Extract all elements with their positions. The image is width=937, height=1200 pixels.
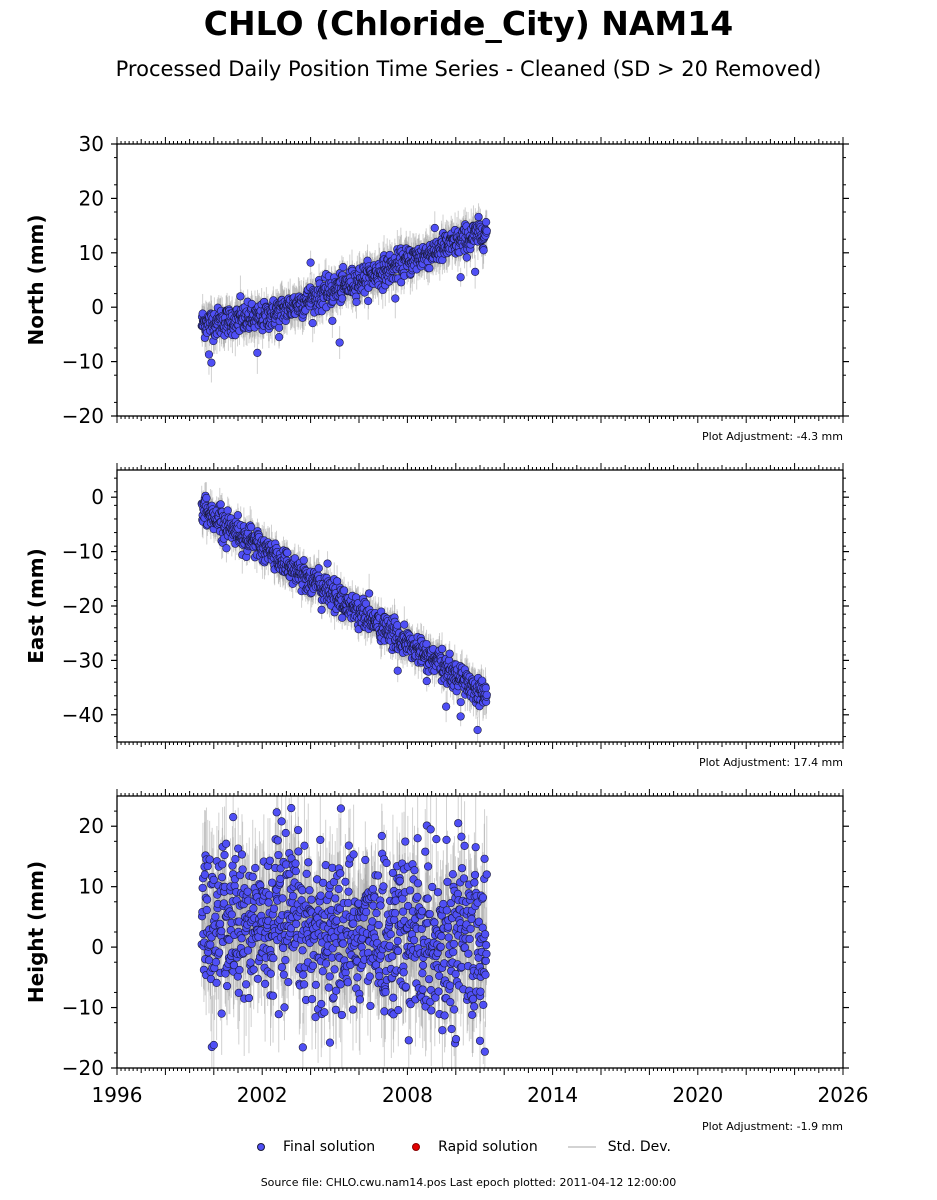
data-point [308, 319, 317, 328]
y-tick-label: −10 [62, 350, 104, 374]
data-point [473, 725, 482, 735]
data-point [479, 246, 488, 255]
data-point [216, 500, 225, 509]
data-point [317, 605, 326, 614]
y-tick-label: −40 [62, 703, 104, 727]
y-tick-label: −20 [62, 594, 104, 618]
final-solution-points-north [197, 212, 491, 367]
data-point [222, 544, 231, 553]
data-point [437, 644, 447, 654]
data-point [283, 548, 292, 557]
data-point [430, 223, 439, 233]
y-axis-label: East (mm) [24, 548, 48, 664]
data-point [314, 564, 323, 573]
data-point [400, 620, 409, 629]
data-point [306, 258, 315, 267]
data-point [236, 292, 245, 301]
data-point [391, 294, 400, 303]
chart-title: CHLO (Chloride_City) NAM14 [203, 4, 734, 43]
y-tick-label: 20 [79, 186, 104, 210]
data-point [481, 684, 490, 693]
plot-adjustment-note: Plot Adjustment: 17.4 mm [699, 756, 843, 769]
data-point [456, 273, 465, 282]
data-point [425, 264, 434, 273]
data-point [223, 506, 232, 515]
y-tick-label: 0 [91, 295, 104, 319]
y-tick-label: 0 [91, 485, 104, 509]
y-tick-label: −10 [62, 540, 104, 564]
data-point [275, 333, 284, 342]
panel-north: −20 −10 0 10 20 30 North (mm) Plot Adjustment: … [24, 132, 849, 443]
data-point [339, 262, 348, 272]
y-axis-label: North (mm) [24, 214, 48, 345]
chart-subtitle: Processed Daily Position Time Series - C… [115, 57, 822, 81]
data-point [393, 666, 402, 675]
data-point [202, 493, 211, 503]
data-point [456, 712, 465, 721]
y-tick-label: 30 [79, 132, 104, 156]
data-point [482, 218, 491, 227]
data-point [328, 316, 337, 325]
axes-frame-north [116, 143, 844, 417]
panel-east: −40 −30 −20 −10 0 East (mm) Plot Adjustment: 1… [24, 463, 849, 769]
y-tick-label: 10 [79, 241, 104, 265]
data-point [335, 338, 344, 347]
y-tick-label: −30 [62, 648, 104, 672]
y-tick-label: −20 [62, 404, 104, 428]
data-point [323, 559, 332, 568]
data-point [339, 586, 349, 595]
data-point [474, 212, 483, 222]
data-point [299, 556, 308, 565]
data-point [338, 294, 347, 303]
data-point [397, 278, 406, 287]
data-point [471, 267, 480, 276]
data-point [364, 296, 373, 306]
data-point [462, 253, 471, 262]
final-solution-points-east [197, 491, 491, 735]
data-point [207, 358, 216, 367]
data-point [456, 698, 465, 707]
data-point [233, 511, 242, 520]
data-point [445, 649, 454, 658]
data-point [352, 297, 361, 307]
data-point [204, 350, 214, 359]
data-point [393, 621, 402, 630]
data-point [247, 522, 256, 532]
data-point [482, 690, 491, 700]
data-point [482, 226, 491, 235]
data-point [253, 348, 262, 357]
data-point [365, 589, 374, 598]
data-point [422, 676, 431, 686]
plot-adjustment-note: Plot Adjustment: -4.3 mm [702, 430, 843, 443]
data-point [442, 702, 451, 711]
